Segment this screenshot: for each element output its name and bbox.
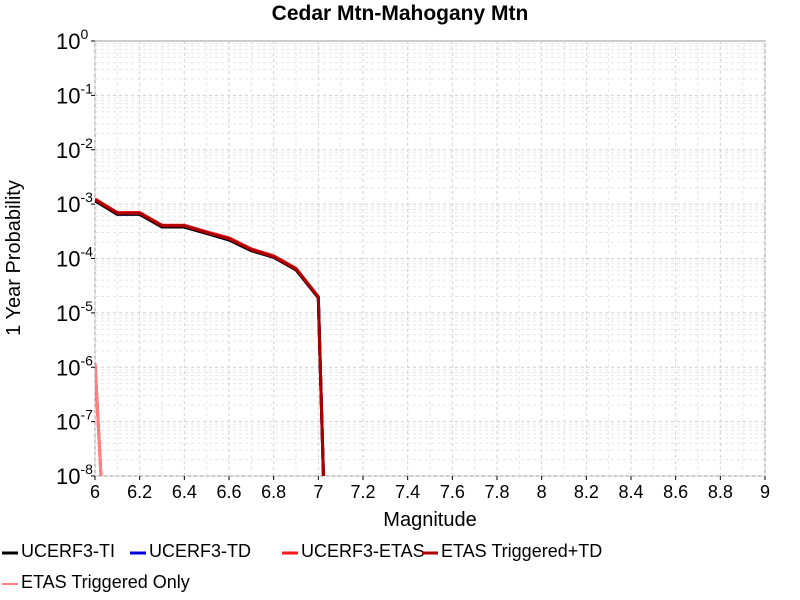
y-tick-label: 10-5 — [56, 298, 93, 326]
x-tick-label: 8 — [537, 482, 547, 502]
legend-label: ETAS Triggered Only — [21, 572, 190, 592]
x-tick-label: 8.8 — [708, 482, 733, 502]
y-tick-base: 10 — [56, 29, 80, 54]
x-tick-label: 9 — [760, 482, 770, 502]
x-tick-label: 8.4 — [618, 482, 643, 502]
grid — [94, 41, 766, 477]
x-axis-ticks: 6 6.2 6.4 6.6 6.8 7 7.2 7.4 7.6 7.8 8 8.2 8.4 8.6 8.8 9 — [90, 476, 770, 502]
y-tick-base: 10 — [56, 464, 80, 489]
chart-title: Cedar Mtn-Mahogany Mtn — [272, 2, 529, 25]
y-tick-exponent: 0 — [80, 26, 88, 42]
y-tick-base: 10 — [56, 247, 80, 272]
y-tick-label: 10-8 — [56, 461, 93, 489]
x-tick-label: 8.2 — [574, 482, 599, 502]
x-tick-label: 6.4 — [172, 482, 197, 502]
legend-label: ETAS Triggered+TD — [441, 541, 602, 561]
legend-label: UCERF3-TD — [149, 541, 251, 561]
series-line-4 — [95, 362, 103, 476]
x-axis-label: Magnitude — [383, 509, 476, 531]
x-tick-label: 7.6 — [440, 482, 465, 502]
y-tick-label: 10-7 — [56, 407, 93, 435]
y-tick-base: 10 — [56, 192, 80, 217]
y-tick-base: 10 — [56, 355, 80, 380]
x-tick-label: 7 — [313, 482, 323, 502]
y-tick-label: 10-4 — [56, 244, 93, 272]
series-layer — [95, 197, 325, 476]
legend-label: UCERF3-TI — [21, 541, 115, 561]
y-tick-base: 10 — [56, 83, 80, 108]
y-tick-base: 10 — [56, 301, 80, 326]
y-tick-exponent: -3 — [80, 189, 93, 205]
y-tick-base: 10 — [56, 410, 80, 435]
x-tick-label: 6 — [90, 482, 100, 502]
x-tick-label: 8.6 — [663, 482, 688, 502]
x-tick-label: 7.8 — [484, 482, 509, 502]
x-tick-label: 6.8 — [261, 482, 286, 502]
series-line-3 — [95, 198, 325, 476]
y-tick-exponent: -5 — [80, 298, 93, 314]
y-tick-exponent: -2 — [80, 135, 93, 151]
y-tick-label: 10-1 — [56, 80, 93, 108]
x-tick-label: 7.4 — [395, 482, 420, 502]
y-tick-label: 10-6 — [56, 352, 93, 380]
y-tick-exponent: -4 — [80, 244, 93, 260]
x-tick-label: 7.2 — [350, 482, 375, 502]
y-tick-exponent: -8 — [80, 461, 93, 477]
legend: UCERF3-TI UCERF3-TD UCERF3-ETAS ETAS Trigge… — [2, 541, 602, 592]
y-tick-base: 10 — [56, 138, 80, 163]
y-tick-label: 10-2 — [56, 135, 93, 163]
x-tick-label: 6.2 — [127, 482, 152, 502]
x-tick-label: 6.6 — [216, 482, 241, 502]
y-tick-exponent: -6 — [80, 352, 93, 368]
y-tick-label: 100 — [56, 26, 88, 54]
y-tick-exponent: -1 — [80, 80, 93, 96]
legend-label: UCERF3-ETAS — [301, 541, 425, 561]
y-axis-label: 1 Year Probability — [3, 180, 25, 336]
y-tick-label: 10-3 — [56, 189, 93, 217]
y-tick-exponent: -7 — [80, 407, 93, 423]
